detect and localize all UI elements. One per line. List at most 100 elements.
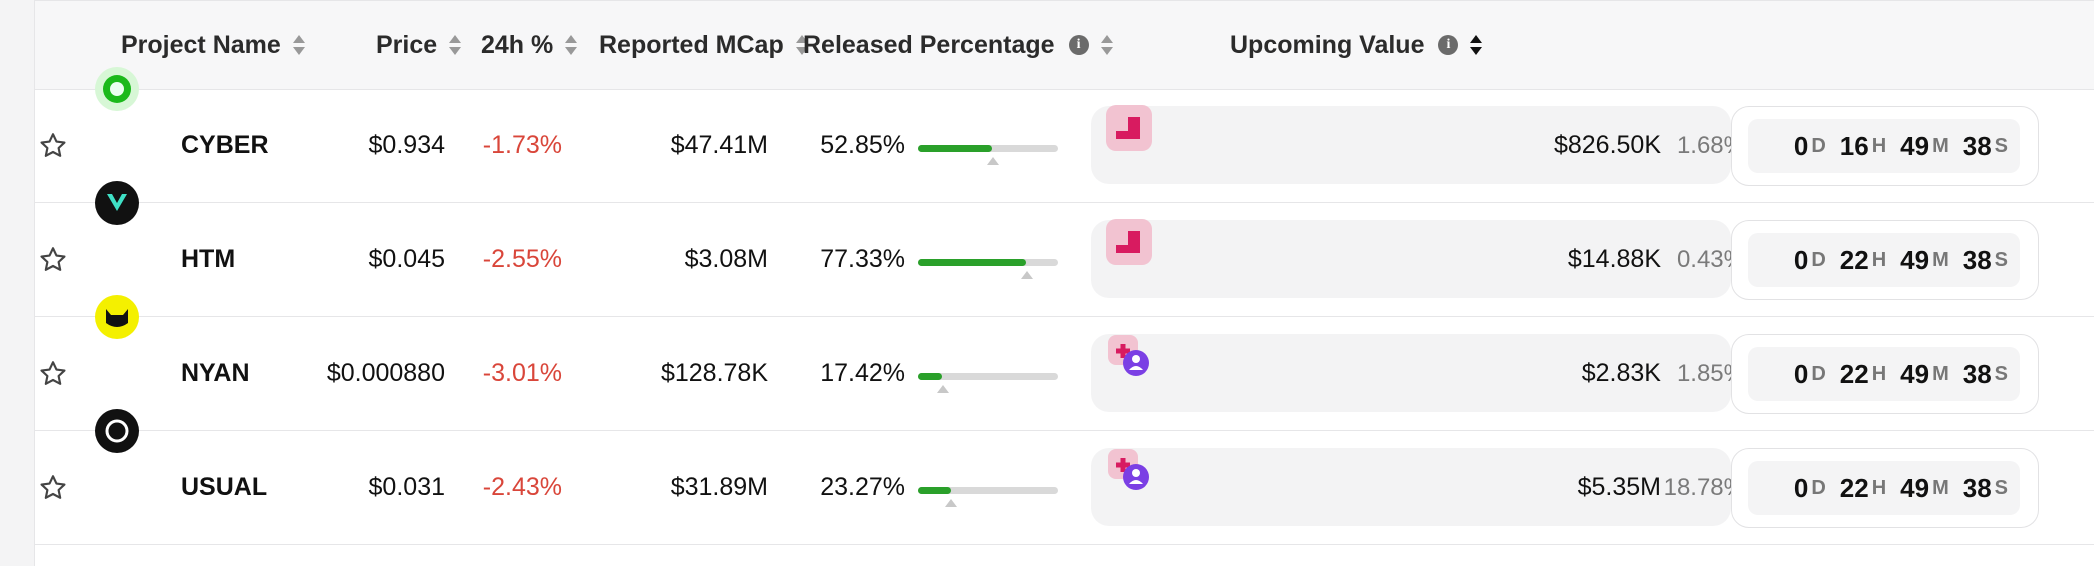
upcoming-value: $2.83K [1581,359,1661,387]
price-value: $0.934 [368,131,445,159]
change-24h-value: -1.73% [482,131,562,159]
countdown-unit-seconds: S [1994,134,2008,157]
released-progress-bar [918,317,1058,430]
table-row[interactable]: NYAN $0.000880 -3.01% $128.78K 17.42% $2… [35,295,2094,431]
project-symbol[interactable]: CYBER [181,131,269,159]
upcoming-value-pill[interactable] [1091,334,1731,412]
info-icon[interactable]: i [1438,35,1459,55]
favorite-button[interactable] [37,203,69,316]
header-project-name[interactable]: Project Name [121,1,305,89]
countdown-unit-hours: H [1871,248,1887,271]
favorite-button[interactable] [37,317,69,430]
upcoming-value: $826.50K [1553,131,1661,159]
countdown-days: 0 [1793,358,1809,389]
change-24h-value: -3.01% [482,359,562,387]
unlock-team-icon [1106,447,1152,493]
header-upcoming-value[interactable]: Upcoming Value i [1230,1,1483,89]
countdown-hours: 22 [1839,472,1869,503]
sort-icon[interactable] [795,34,808,56]
upcoming-value-pill[interactable] [1091,106,1731,184]
progress-fill [918,487,951,494]
favorite-button[interactable] [37,431,69,544]
countdown-days: 0 [1793,244,1809,275]
progress-fill [918,373,943,380]
countdown-unit-days: D [1811,476,1826,499]
upcoming-value-pill[interactable] [1091,448,1731,526]
sort-icon[interactable] [292,34,305,56]
project-symbol[interactable]: NYAN [181,359,250,387]
countdown-minutes: 49 [1900,472,1930,503]
token-logo-icon [95,67,139,111]
countdown-unit-seconds: S [1994,362,2008,385]
next-unlock-marker-icon [936,385,949,393]
countdown-unit-seconds: S [1994,476,2008,499]
countdown-unit-minutes: M [1932,476,1949,499]
header-24h[interactable]: 24h % [481,1,578,89]
countdown-seconds: 38 [1962,244,1992,275]
progress-track [918,373,1058,393]
countdown-minutes: 49 [1900,358,1930,389]
reported-mcap-value: $3.08M [684,245,768,273]
header-reported-mcap[interactable]: Reported MCap [599,1,808,89]
favorite-button[interactable] [37,89,69,202]
countdown-minutes: 49 [1900,130,1930,161]
star-icon [40,132,66,157]
table-header: Project Name Price 24h % Reported MCap R… [35,1,2094,90]
countdown-seconds: 38 [1962,130,1992,161]
countdown-hours: 22 [1839,358,1869,389]
countdown-unit-minutes: M [1932,248,1949,271]
next-unlock-marker-icon [986,157,999,165]
released-percentage-value: 77.33% [820,245,905,273]
header-price[interactable]: Price [376,1,462,89]
reported-mcap-value: $47.41M [670,131,768,159]
countdown-unit-hours: H [1871,362,1887,385]
token-logo-icon [95,181,139,225]
table-row[interactable]: CYBER $0.934 -1.73% $47.41M 52.85% $826.… [35,67,2094,203]
countdown-hours: 22 [1839,244,1869,275]
countdown-unit-hours: H [1871,134,1887,157]
countdown-seconds: 38 [1962,358,1992,389]
countdown-days: 0 [1793,472,1809,503]
progress-fill [918,145,992,152]
countdown-unit-minutes: M [1932,362,1949,385]
countdown-unit-days: D [1811,248,1826,271]
change-24h-value: -2.55% [482,245,562,273]
project-symbol[interactable]: USUAL [181,473,268,501]
project-symbol[interactable]: HTM [181,245,236,273]
table-row[interactable]: USUAL $0.031 -2.43% $31.89M 23.27% $5.35… [35,409,2094,545]
sort-icon[interactable] [1100,34,1113,56]
project-logo [93,409,153,544]
next-unlock-marker-icon [1020,271,1033,279]
token-unlocks-table: Project Name Price 24h % Reported MCap R… [34,0,2094,566]
star-icon [40,360,66,385]
released-progress-bar [918,203,1058,316]
sort-icon[interactable] [565,34,578,56]
table-row[interactable]: HTM $0.045 -2.55% $3.08M 77.33% $14.88K … [35,181,2094,317]
released-percentage-value: 23.27% [820,473,905,501]
upcoming-value: $14.88K [1567,245,1661,273]
price-value: $0.031 [368,473,445,501]
next-unlock-marker-icon [944,499,957,507]
released-progress-bar [918,89,1058,202]
token-logo-icon [95,295,139,339]
reported-mcap-value: $31.89M [670,473,768,501]
reported-mcap-value: $128.78K [660,359,768,387]
upcoming-value-pill[interactable] [1091,220,1731,298]
countdown-unit-days: D [1811,134,1826,157]
sort-icon[interactable] [449,34,462,56]
countdown-days: 0 [1793,130,1809,161]
change-24h-value: -2.43% [482,473,562,501]
info-icon[interactable]: i [1068,35,1089,55]
header-released-percentage[interactable]: Released Percentage i [803,1,1113,89]
countdown-hours: 16 [1839,130,1869,161]
sort-icon-active[interactable] [1470,34,1483,56]
upcoming-value: $5.35M [1577,473,1661,501]
progress-fill [918,259,1027,266]
progress-track [918,145,1058,165]
project-logo [93,295,153,430]
